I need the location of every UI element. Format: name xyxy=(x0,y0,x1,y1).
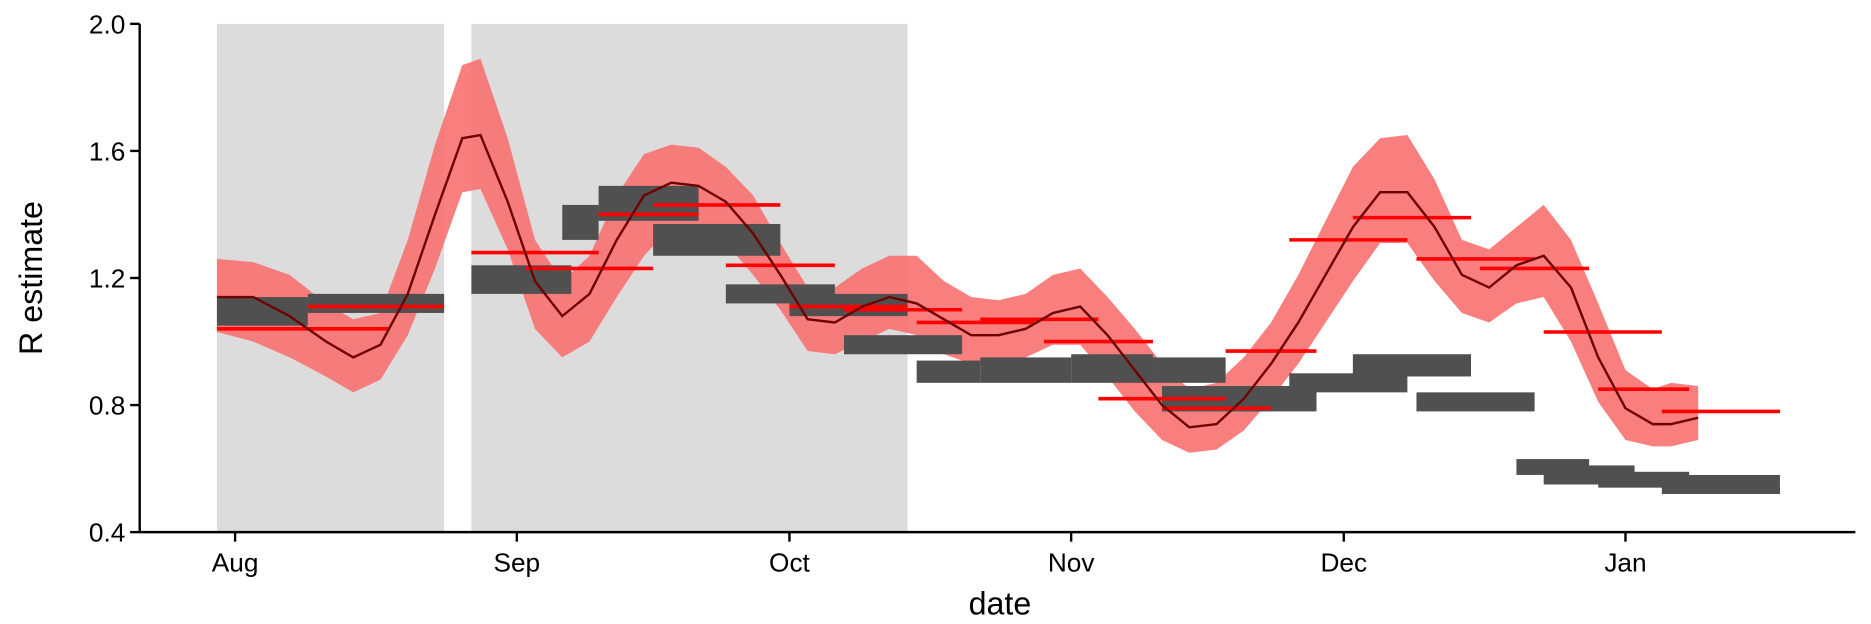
x-tick-label: Nov xyxy=(1048,548,1096,578)
x-tick-label: Dec xyxy=(1320,548,1367,578)
interval-box xyxy=(653,223,781,256)
x-tick-label: Jan xyxy=(1604,548,1646,578)
y-axis-label: R estimate xyxy=(13,201,49,355)
x-axis-label: date xyxy=(969,585,1032,621)
interval-box xyxy=(916,360,981,383)
interval-box xyxy=(1071,354,1153,383)
interval-box xyxy=(1416,392,1535,412)
x-tick-label: Oct xyxy=(769,548,811,578)
x-tick-label: Aug xyxy=(212,548,259,578)
y-tick-label: 0.4 xyxy=(89,518,125,548)
interval-box xyxy=(307,293,445,313)
interval-box xyxy=(562,204,599,240)
interval-box xyxy=(1352,354,1471,377)
y-tick-label: 1.2 xyxy=(89,264,125,294)
interval-box xyxy=(1661,474,1780,495)
y-tick-label: 2.0 xyxy=(89,9,125,39)
interval-box xyxy=(980,357,1072,383)
x-tick-label: Sep xyxy=(493,548,540,578)
interval-box xyxy=(1289,373,1408,393)
estimate-line xyxy=(216,133,1699,429)
interval-box xyxy=(1152,357,1226,383)
y-tick-label: 0.8 xyxy=(89,391,125,421)
y-tick-label: 1.6 xyxy=(89,136,125,166)
confidence-band xyxy=(216,58,1699,453)
interval-box xyxy=(843,335,963,355)
